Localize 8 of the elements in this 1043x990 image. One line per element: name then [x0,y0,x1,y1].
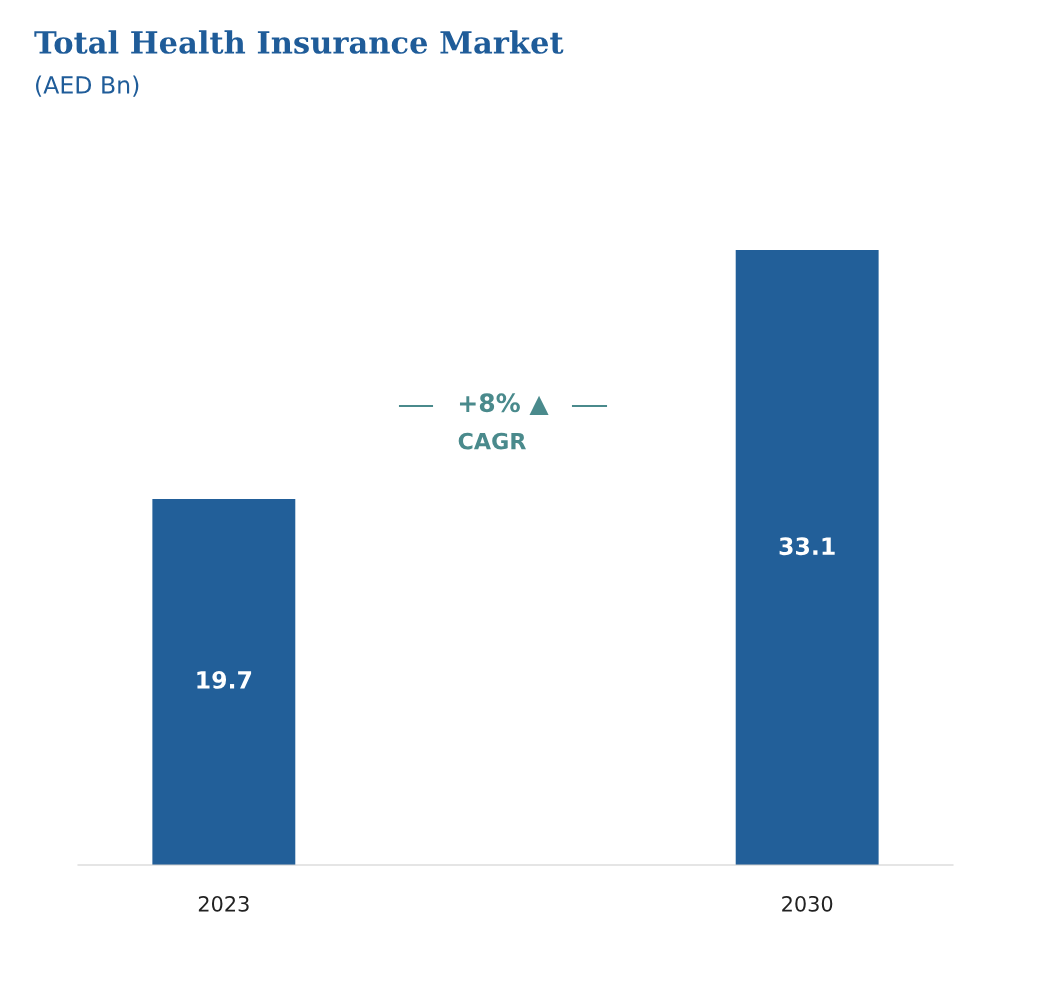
x-tick-label: 2023 [198,895,249,912]
x-tick-label: 2030 [782,895,833,912]
data-label: 19.7 [197,671,252,689]
data-label: 33.1 [779,537,835,556]
annotation: CAGR [458,432,526,450]
chart-subtitle: (AED Bn) [36,75,139,97]
annotation: +8% ▲ [459,393,549,415]
chart-title: Total Health Insurance Market [34,30,564,54]
